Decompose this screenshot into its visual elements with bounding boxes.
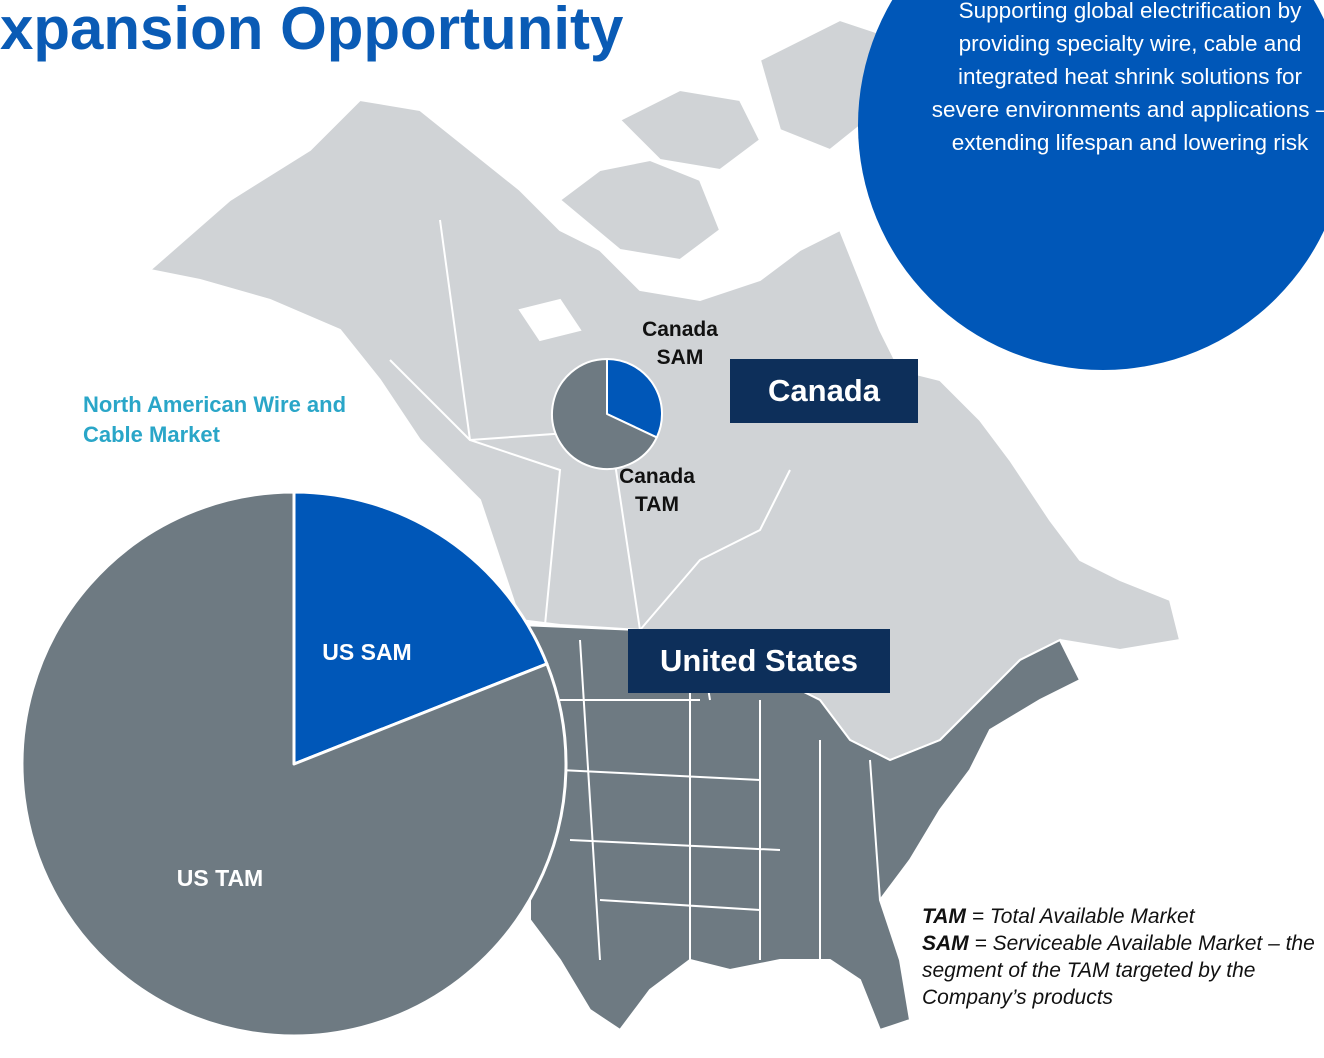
pie-title: North American Wire and Cable Market	[83, 392, 347, 447]
pie-slice	[292, 490, 549, 766]
region-label: Canada	[730, 359, 918, 423]
slice-label: Canada SAM	[642, 318, 718, 369]
note: SAM = Serviceable Available Market – the…	[922, 930, 1322, 1011]
slide-title: Expansion Opportunity	[0, 0, 624, 62]
callout-text: Supporting global electrification by pro…	[931, 0, 1324, 155]
slice-label: US TAM	[176, 865, 264, 891]
note-definition: = Total Available Market	[971, 905, 1195, 928]
region-label: United States	[628, 629, 890, 693]
note-definition: = Serviceable Available Market – the seg…	[922, 932, 1315, 1009]
pie-slice	[606, 358, 663, 439]
note-term: TAM	[922, 905, 966, 928]
slice-label: Canada TAM	[619, 465, 695, 516]
note: TAM = Total Available Market	[922, 903, 1322, 930]
pie-slice	[551, 358, 658, 470]
slice-label: US SAM	[322, 639, 412, 665]
pie-slice	[20, 490, 568, 1038]
us-land	[518, 623, 1082, 1032]
note-term: SAM	[922, 932, 969, 955]
notes: TAM = Total Available Market SAM = Servi…	[922, 903, 1322, 1011]
